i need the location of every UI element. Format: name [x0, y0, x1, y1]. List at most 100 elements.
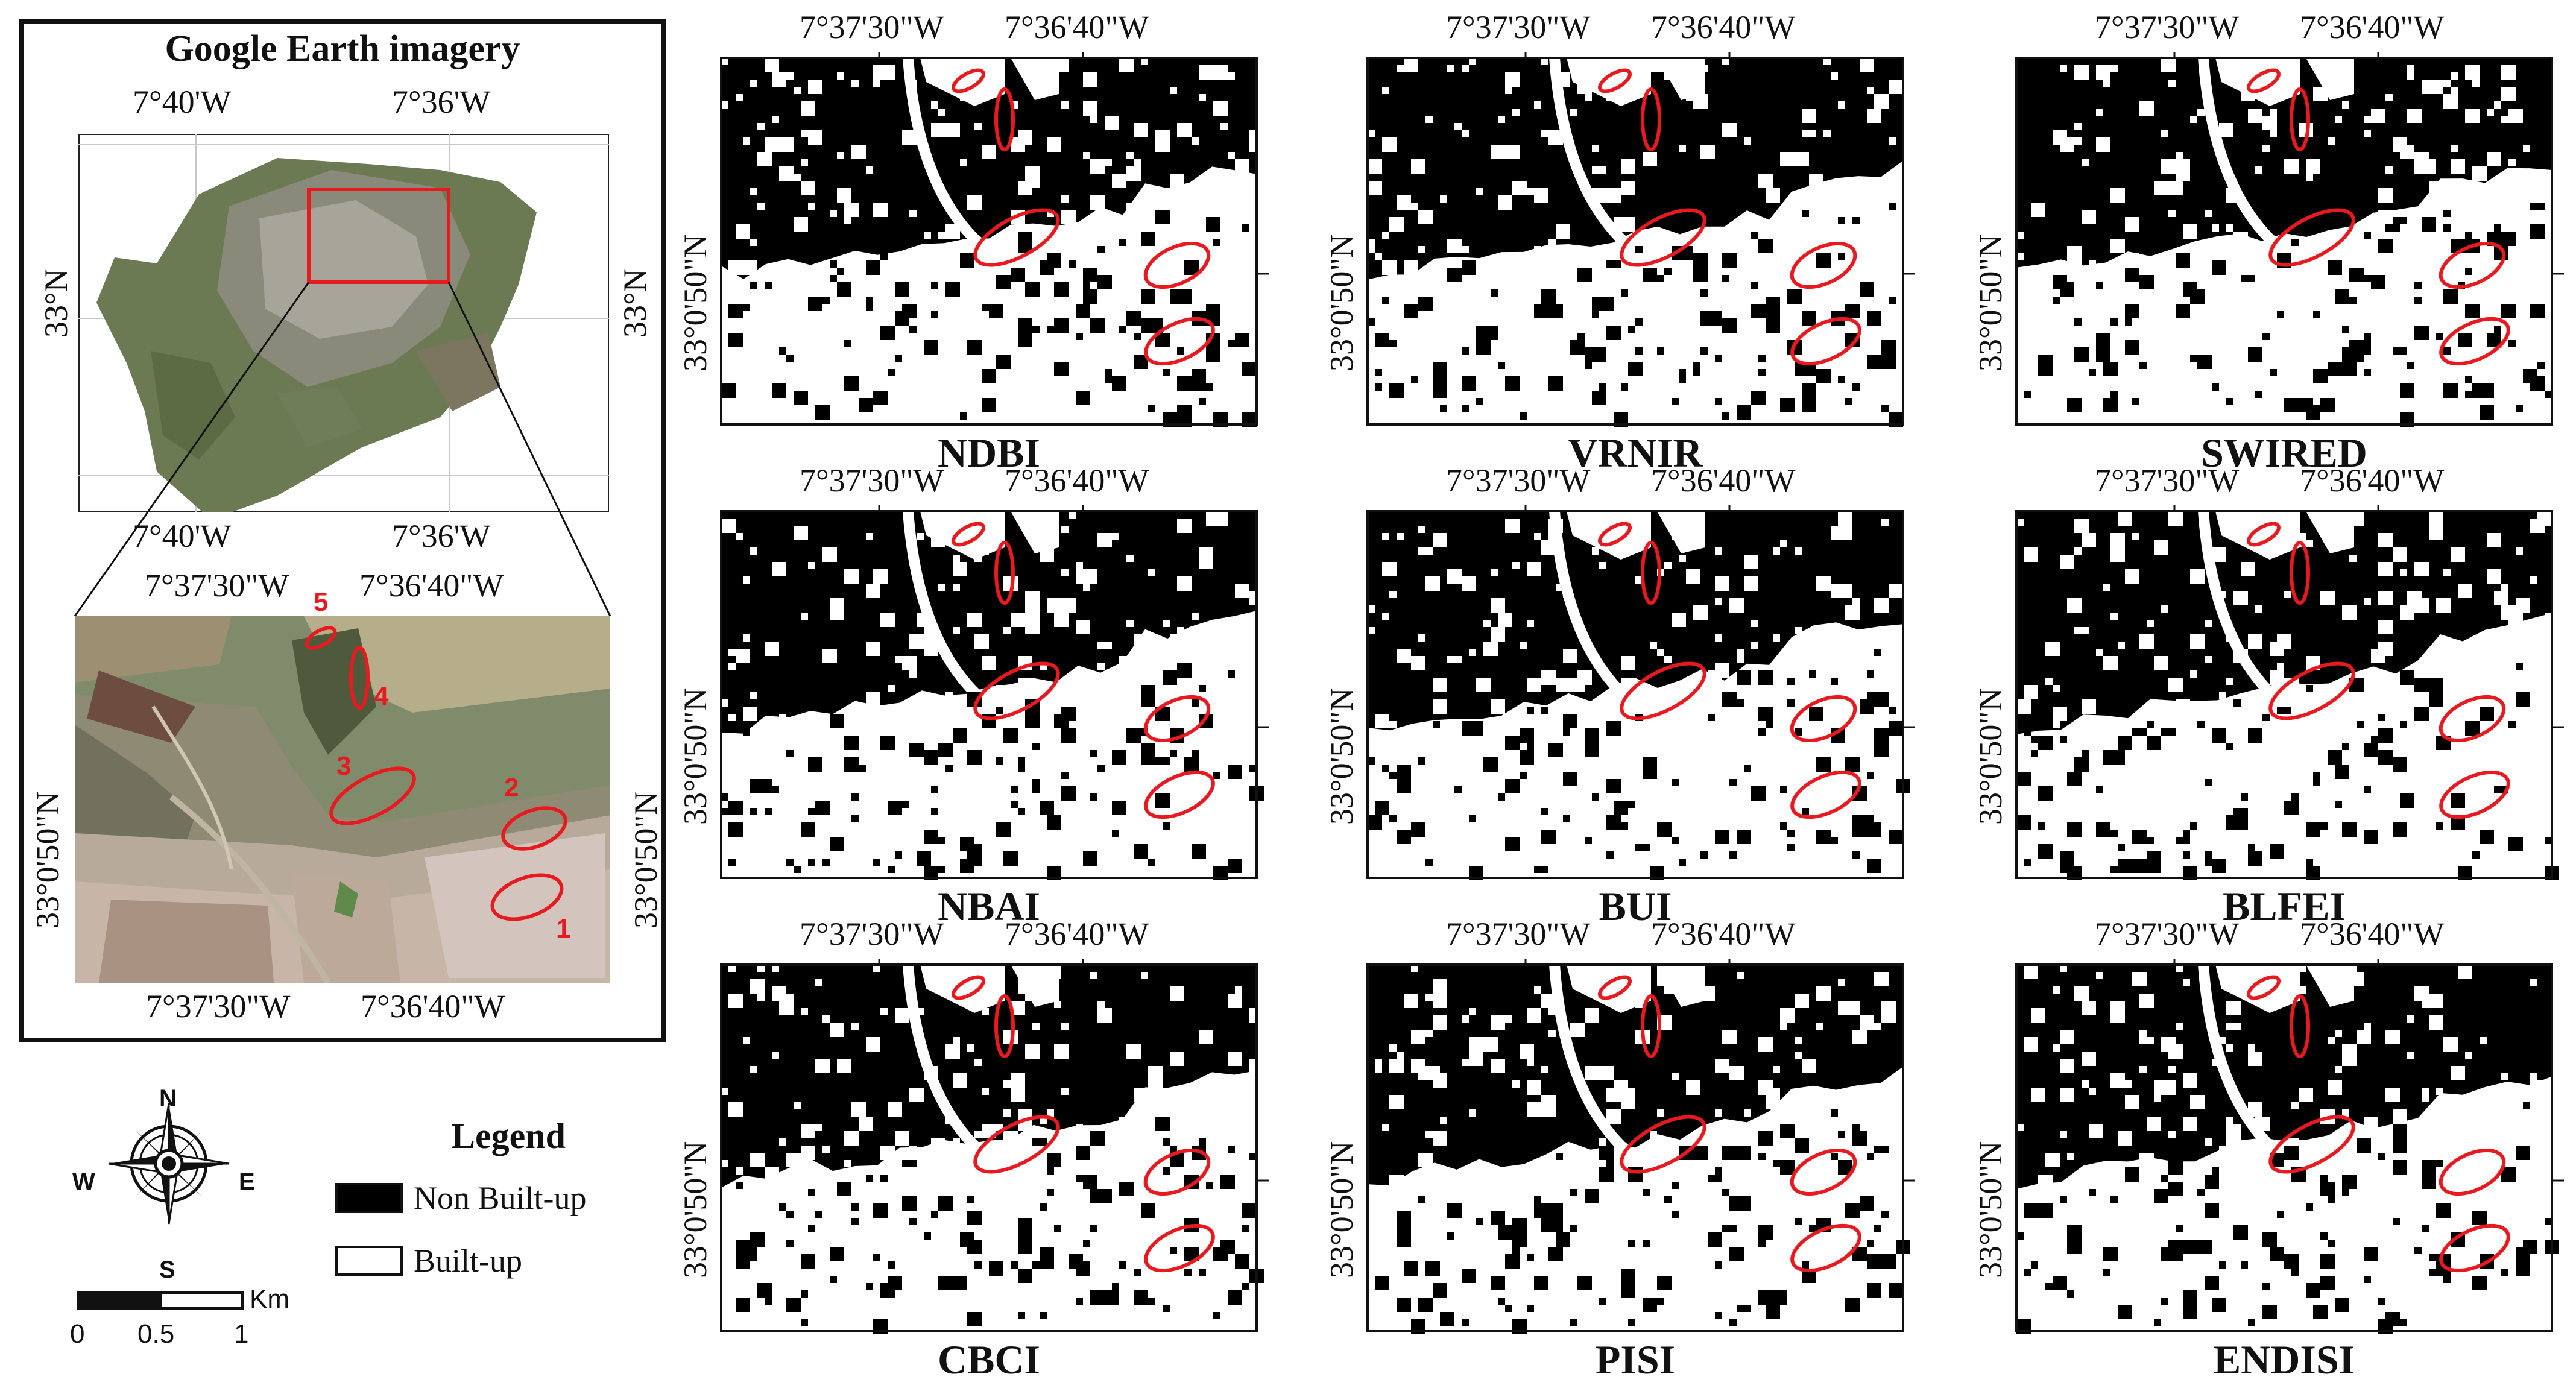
classification-map-bui	[1366, 505, 1915, 880]
panel-label-ndbi: NDBI	[937, 430, 1041, 476]
zoom-map-lon-right-bottom: 7°36'40"W	[361, 988, 505, 1024]
panel-lon-left-ndbi: 7°37'30"W	[800, 9, 944, 45]
panel-lat-pisi: 33°0'50"N	[1324, 1141, 1360, 1278]
zoom-site-3-ellipse	[329, 766, 416, 825]
nbai-site-5-ellipse	[952, 522, 985, 547]
panel-lat-blfei: 33°0'50"N	[1972, 687, 2009, 825]
classification-map-vrnir	[1366, 52, 1915, 427]
vrnir-site-1-ellipse	[1790, 317, 1861, 366]
blfei-site-1-ellipse	[2439, 770, 2510, 819]
panel-lon-right-nbai: 7°36'40"W	[1005, 462, 1149, 499]
vrnir-site-4-ellipse	[1641, 87, 1661, 151]
zoom-map-lon-right: 7°36'40"W	[359, 567, 504, 604]
blfei-site-4-ellipse	[2290, 541, 2310, 605]
panel-label-swired: SWIRED	[2201, 430, 2367, 476]
classification-map-cbci	[720, 959, 1269, 1334]
overview-satellite-map	[78, 134, 609, 512]
blfei-site-5-ellipse	[2247, 522, 2281, 547]
panel-label-endisi: ENDISI	[2213, 1337, 2355, 1383]
panel-lon-left-pisi: 7°37'30"W	[1446, 916, 1591, 952]
panel-lon-left-vrnir: 7°37'30"W	[1446, 9, 1591, 45]
zoom-map-lon-left-bottom: 7°37'30"W	[146, 988, 291, 1024]
top-map-lon-left-bottom: 7°40'W	[133, 518, 232, 554]
panel-lon-right-blfei: 7°36'40"W	[2300, 462, 2445, 499]
nbai-site-4-ellipse	[994, 541, 1015, 605]
panel-lon-right-pisi: 7°36'40"W	[1651, 916, 1796, 952]
cbci-site-4-ellipse	[994, 994, 1015, 1058]
swired-site-3-ellipse	[2268, 208, 2355, 267]
panel-lon-left-bui: 7°37'30"W	[1446, 462, 1591, 499]
ndbi-site-5-ellipse	[952, 68, 985, 93]
panel-lat-vrnir: 33°0'50"N	[1324, 234, 1360, 371]
zoom-site-4-ellipse	[349, 646, 370, 710]
scale-bar	[77, 1291, 244, 1310]
ndbi-site-2-ellipse	[1143, 241, 1211, 289]
panel-lat-swired: 33°0'50"N	[1972, 234, 2009, 371]
endisi-site-4-ellipse	[2290, 994, 2310, 1058]
classification-map-blfei	[2015, 505, 2564, 880]
blfei-site-3-ellipse	[2268, 661, 2355, 720]
panel-lon-right-cbci: 7°36'40"W	[1005, 916, 1149, 952]
pisi-site-5-ellipse	[1598, 975, 1632, 1000]
pisi-site-1-ellipse	[1790, 1223, 1861, 1273]
panel-lat-endisi: 33°0'50"N	[1972, 1141, 2009, 1278]
legend-label-built-up: Built-up	[414, 1243, 523, 1279]
panel-lon-right-bui: 7°36'40"W	[1651, 462, 1796, 499]
panel-label-blfei: BLFEI	[2222, 883, 2346, 929]
scale-tick-0: 0	[70, 1319, 85, 1349]
blfei-site-2-ellipse	[2439, 695, 2506, 743]
panel-lat-ndbi: 33°0'50"N	[677, 234, 713, 371]
ndbi-site-3-ellipse	[973, 208, 1060, 267]
endisi-site-3-ellipse	[2268, 1115, 2355, 1174]
bui-site-5-ellipse	[1598, 522, 1632, 547]
site-number-3: 3	[336, 751, 352, 781]
scale-tick-0-5: 0.5	[137, 1319, 175, 1349]
bui-site-2-ellipse	[1790, 695, 1857, 743]
site-number-1: 1	[556, 914, 571, 944]
panel-lon-left-cbci: 7°37'30"W	[800, 916, 944, 952]
inset-title: Google Earth imagery	[165, 28, 520, 69]
panel-lat-nbai: 33°0'50"N	[677, 687, 713, 825]
zoom-site-1-ellipse	[490, 873, 564, 921]
east-label: E	[239, 1168, 255, 1195]
top-map-lon-right: 7°36'W	[392, 84, 491, 120]
south-label: S	[159, 1257, 175, 1283]
legend-swatch-non-built-up	[335, 1183, 403, 1213]
top-map-lon-right-bottom: 7°36'W	[392, 518, 491, 554]
swired-site-1-ellipse	[2439, 317, 2510, 366]
west-label: W	[72, 1168, 95, 1195]
top-map-lon-left: 7°40'W	[133, 84, 232, 120]
panel-label-pisi: PISI	[1595, 1337, 1676, 1383]
north-arrow-icon	[108, 1103, 230, 1225]
zoom-map-lat-right: 33°0'50"N	[628, 791, 664, 929]
panel-lon-right-swired: 7°36'40"W	[2300, 9, 2445, 45]
zoom-site-5-ellipse	[305, 626, 337, 650]
bui-site-4-ellipse	[1641, 541, 1661, 605]
pisi-site-4-ellipse	[1641, 994, 1661, 1058]
scale-unit: Km	[250, 1284, 289, 1314]
endisi-site-2-ellipse	[2439, 1148, 2506, 1196]
classification-map-endisi	[2015, 959, 2564, 1334]
legend-title: Legend	[451, 1116, 566, 1156]
classification-map-nbai	[720, 505, 1269, 880]
zoom-site-2-ellipse	[501, 806, 567, 851]
bui-site-3-ellipse	[1620, 661, 1706, 720]
legend-swatch-built-up	[335, 1246, 403, 1276]
panel-label-bui: BUI	[1599, 883, 1672, 929]
panel-lon-right-ndbi: 7°36'40"W	[1005, 9, 1149, 45]
zoom-map-lat-left: 33°0'50"N	[30, 791, 66, 929]
endisi-site-5-ellipse	[2247, 975, 2281, 1000]
nbai-site-1-ellipse	[1144, 770, 1215, 819]
scale-tick-1: 1	[234, 1319, 249, 1349]
ndbi-site-1-ellipse	[1144, 317, 1215, 366]
panel-lon-left-blfei: 7°37'30"W	[2095, 462, 2240, 499]
panel-lat-cbci: 33°0'50"N	[677, 1141, 713, 1278]
panel-label-nbai: NBAI	[937, 883, 1041, 929]
zoom-connector-lines	[74, 282, 611, 617]
vrnir-site-2-ellipse	[1790, 241, 1857, 289]
inset-frame	[19, 19, 666, 1042]
nbai-site-3-ellipse	[973, 661, 1060, 720]
classification-map-swired	[2015, 52, 2564, 427]
nbai-site-2-ellipse	[1143, 695, 1211, 743]
ndbi-site-4-ellipse	[994, 87, 1015, 151]
